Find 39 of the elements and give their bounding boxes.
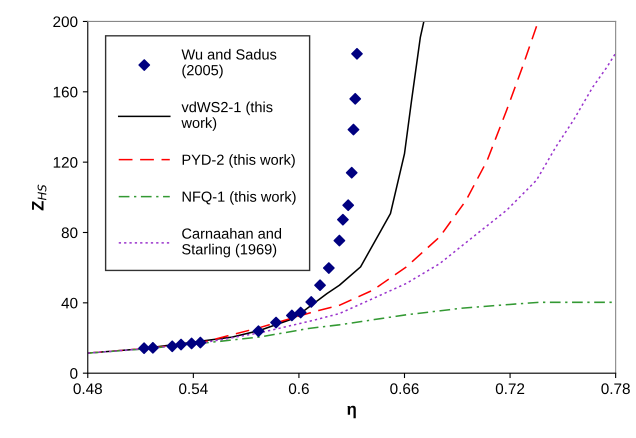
legend-label: PYD-2 (this work) — [182, 154, 295, 168]
point — [349, 92, 362, 105]
point — [270, 316, 282, 328]
point — [314, 279, 326, 292]
x-tick-label: 0.54 — [179, 383, 208, 394]
point — [322, 262, 335, 274]
point — [175, 338, 187, 350]
point — [337, 214, 349, 226]
x-axis-title: η — [347, 406, 356, 418]
legend-label: vdWS2-1 (this work) — [181, 102, 272, 131]
point — [138, 342, 150, 354]
point — [186, 338, 198, 350]
y-axis-title: Z$_{HS}$ — [32, 184, 46, 210]
point — [286, 310, 298, 322]
point — [348, 124, 360, 136]
y-tick-label: 200 — [53, 16, 78, 28]
legend-label: Carnaahan and Starling (1969) — [182, 228, 282, 258]
x-tick-label: 0.78 — [601, 383, 630, 394]
x-tick-label: 0.72 — [496, 383, 524, 394]
point — [351, 48, 363, 60]
point — [334, 234, 346, 246]
x-tick-label: 0.66 — [390, 383, 419, 394]
x-tick-label: 0.6 — [288, 383, 309, 394]
point — [294, 306, 307, 318]
point — [252, 325, 264, 338]
point — [146, 342, 159, 354]
point — [342, 199, 354, 212]
x-tick-label: 0.48 — [74, 383, 102, 394]
y-tick-label: 160 — [54, 86, 78, 98]
point — [305, 296, 318, 308]
point — [194, 336, 206, 348]
legend-label: Wu and Sadus (2005) — [182, 48, 276, 78]
y-tick-label: 80 — [62, 227, 78, 238]
point — [346, 166, 358, 179]
point — [166, 340, 178, 352]
y-tick-label: 0 — [70, 368, 78, 379]
y-tick-label: 40 — [61, 298, 78, 309]
legend-label: NFQ-1 (this work) — [182, 191, 296, 205]
y-tick-label: 120 — [54, 157, 78, 168]
